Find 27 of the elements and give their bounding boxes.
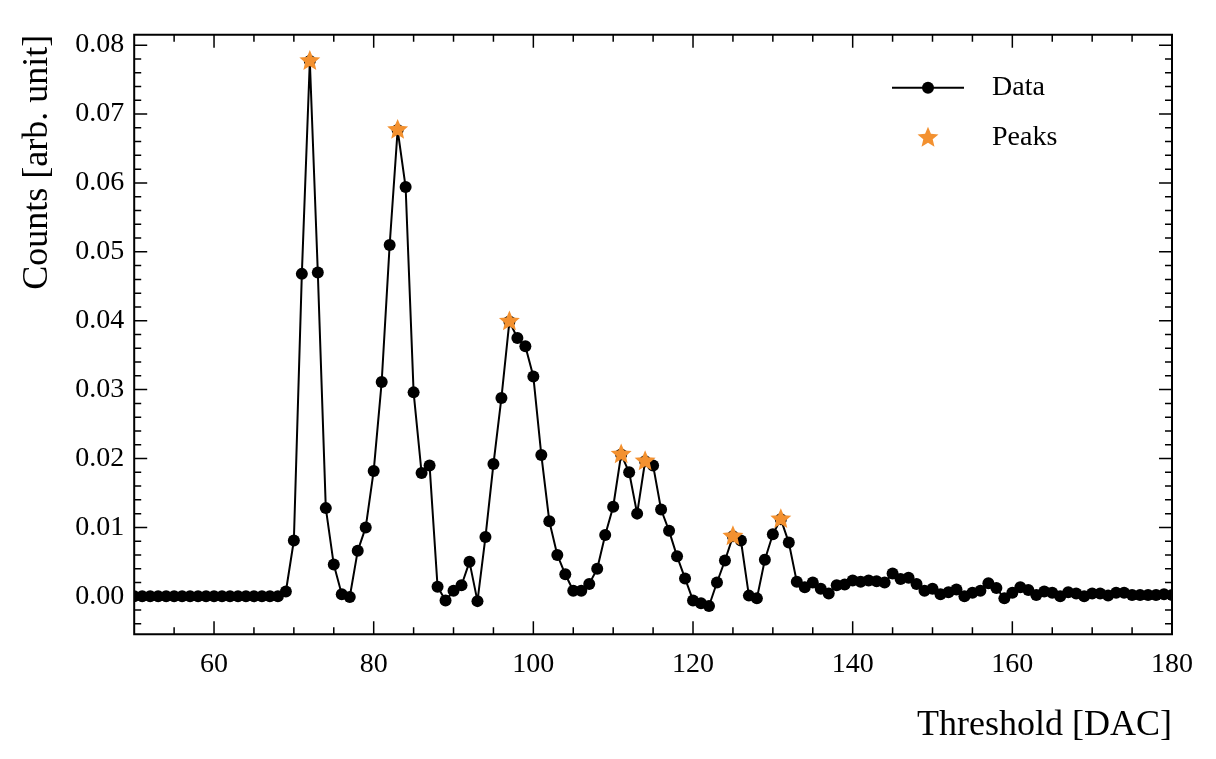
point xyxy=(299,49,321,70)
point xyxy=(770,508,792,529)
y-tick-label: 0.08 xyxy=(75,27,125,59)
y-tick-label: 0.02 xyxy=(75,440,125,472)
point xyxy=(610,443,632,464)
x-tick-label: 160 xyxy=(991,647,1034,679)
y-tick-label: 0.01 xyxy=(75,509,125,541)
y-tick-label: 0.06 xyxy=(75,165,125,197)
point xyxy=(387,118,409,139)
y-tick-label: 0.05 xyxy=(75,234,125,266)
legend-label: Data xyxy=(992,70,1046,102)
x-tick-label: 180 xyxy=(1151,647,1193,679)
y-axis-title: Counts [arb. unit] xyxy=(15,34,56,290)
y-tick-label: 0.00 xyxy=(75,578,125,610)
x-tick-label: 80 xyxy=(359,647,388,679)
point xyxy=(634,450,656,471)
point xyxy=(722,525,744,546)
y-tick-label: 0.03 xyxy=(75,371,125,403)
x-tick-label: 100 xyxy=(512,647,555,679)
y-tick-label: 0.07 xyxy=(75,96,125,128)
legend-label: Peaks xyxy=(992,120,1058,152)
x-tick-label: 140 xyxy=(831,647,874,679)
x-tick-label: 60 xyxy=(200,647,229,679)
point xyxy=(498,310,520,331)
x-tick-label: 120 xyxy=(672,647,715,679)
x-axis-title: Threshold [DAC] xyxy=(917,702,1172,743)
y-tick-label: 0.04 xyxy=(75,303,125,335)
